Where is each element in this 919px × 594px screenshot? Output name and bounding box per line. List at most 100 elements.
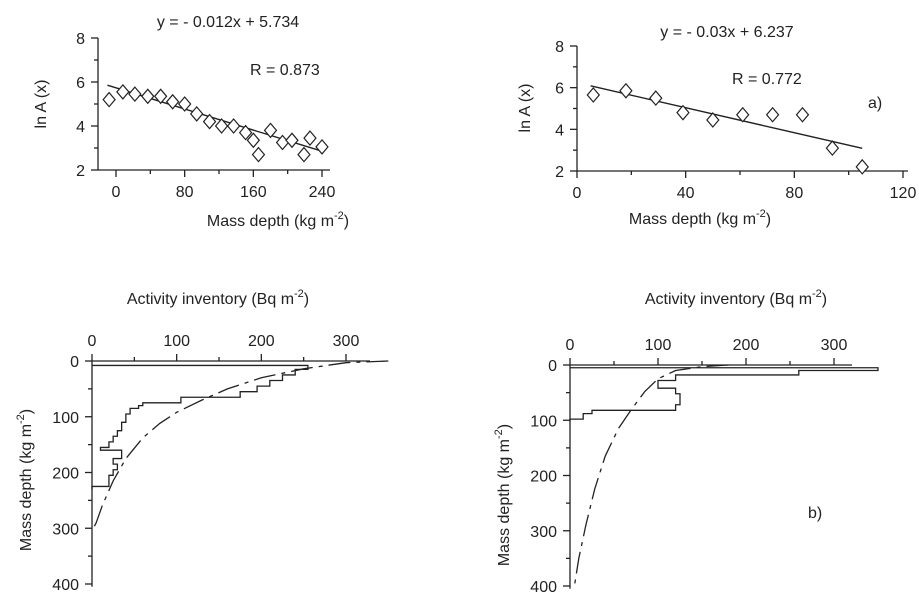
data-point-2 bbox=[649, 90, 663, 107]
y-tick-label: 200 bbox=[530, 469, 557, 486]
y-axis-title-text: Mass depth (kg m bbox=[496, 439, 513, 566]
data-point-18 bbox=[303, 130, 317, 147]
x-axis-title: Mass depth (kg m-2) bbox=[629, 208, 771, 228]
x-tick-label: 80 bbox=[176, 184, 194, 201]
y-tick-label: 6 bbox=[76, 75, 85, 92]
inventory-histogram bbox=[569, 367, 879, 422]
data-point-1 bbox=[619, 82, 633, 99]
y-tick-label: 100 bbox=[530, 413, 557, 430]
data-point-19 bbox=[315, 138, 329, 155]
data-point-5 bbox=[735, 106, 750, 123]
y-tick-label: 4 bbox=[555, 122, 564, 139]
panel-bottom-left: 0 100 200 300 0 100 200 300 400 Activity inventor… bbox=[15, 288, 389, 594]
data-point-4 bbox=[153, 88, 168, 105]
inventory-histogram bbox=[91, 364, 309, 490]
data-point-0 bbox=[102, 91, 116, 108]
y-tick-label: 300 bbox=[530, 524, 557, 541]
x-axis-title-end: ) bbox=[822, 291, 827, 308]
data-point-7 bbox=[795, 106, 810, 123]
y-tick-label: 200 bbox=[52, 466, 79, 483]
x-tick-label: 40 bbox=[677, 185, 695, 202]
data-point-8 bbox=[202, 113, 217, 130]
y-tick-label: 400 bbox=[52, 577, 79, 594]
x-tick-label: 120 bbox=[890, 185, 917, 202]
y-tick-label: 6 bbox=[555, 81, 564, 98]
panel-label: a) bbox=[868, 95, 882, 112]
x-tick-label: 200 bbox=[733, 337, 760, 354]
panel-label: b) bbox=[808, 505, 822, 522]
correlation-label: R = 0.873 bbox=[250, 62, 320, 79]
x-axis-title-text: Mass depth (kg m bbox=[629, 211, 756, 228]
data-point-13 bbox=[251, 146, 266, 163]
data-point-6 bbox=[177, 96, 192, 112]
y-tick-label: 400 bbox=[530, 579, 557, 594]
y-axis-title-end: ) bbox=[496, 424, 513, 429]
data-point-4 bbox=[706, 112, 720, 128]
x-tick-label: 200 bbox=[248, 333, 275, 350]
data-point-7 bbox=[189, 105, 204, 122]
y-tick-label: 8 bbox=[76, 31, 85, 48]
equation-label: y = - 0.012x + 5.734 bbox=[157, 14, 299, 31]
data-point-2 bbox=[128, 86, 142, 103]
x-axis-title-sup: -2 bbox=[334, 210, 344, 222]
data-point-10 bbox=[226, 118, 241, 134]
y-axis-title: ln A (x) bbox=[517, 84, 534, 133]
data-point-5 bbox=[165, 93, 180, 110]
y-axis-title-text: Mass depth (kg m bbox=[18, 424, 35, 551]
x-tick-label: 300 bbox=[821, 337, 848, 354]
data-point-11 bbox=[238, 124, 253, 141]
x-tick-label: 240 bbox=[309, 184, 336, 201]
data-point-9 bbox=[214, 118, 229, 134]
x-axis-title: Mass depth (kg m-2) bbox=[207, 210, 349, 230]
x-axis-title-text: Activity inventory (Bq m bbox=[645, 291, 812, 308]
model-curve bbox=[91, 360, 389, 532]
y-tick-label: 100 bbox=[52, 410, 79, 427]
data-point-14 bbox=[263, 122, 278, 139]
data-point-0 bbox=[586, 87, 601, 103]
x-axis-title-text: Mass depth (kg m bbox=[207, 213, 334, 230]
y-tick-label: 4 bbox=[76, 119, 85, 136]
x-tick-label: 0 bbox=[88, 333, 97, 350]
x-tick-label: 100 bbox=[163, 333, 190, 350]
y-axis-title-sup: -2 bbox=[493, 429, 505, 439]
y-axis-title-sup: -2 bbox=[15, 414, 27, 424]
x-axis-title-sup: -2 bbox=[812, 288, 822, 300]
data-point-16 bbox=[285, 132, 299, 149]
x-axis-title-end: ) bbox=[766, 211, 771, 228]
x-tick-label: 160 bbox=[240, 184, 267, 201]
x-tick-label: 100 bbox=[645, 337, 672, 354]
x-tick-label: 80 bbox=[785, 185, 803, 202]
x-axis-title-text: Activity inventory (Bq m bbox=[127, 291, 294, 308]
x-tick-label: 300 bbox=[333, 333, 360, 350]
data-point-17 bbox=[297, 146, 311, 163]
y-axis-title: ln A (x) bbox=[33, 80, 50, 129]
y-tick-label: 2 bbox=[76, 163, 85, 180]
y-tick-label: 2 bbox=[555, 164, 564, 181]
equation-label: y = - 0.03x + 6.237 bbox=[660, 24, 794, 41]
x-axis-title: Activity inventory (Bq m-2) bbox=[127, 288, 309, 308]
regression-line bbox=[590, 85, 863, 150]
x-axis-title-end: ) bbox=[344, 213, 349, 230]
x-tick-label: 0 bbox=[566, 337, 575, 354]
model-curve bbox=[573, 364, 729, 587]
y-tick-label: 0 bbox=[548, 358, 557, 375]
x-tick-label: 0 bbox=[112, 184, 121, 201]
x-axis-title-sup: -2 bbox=[294, 288, 304, 300]
y-tick-label: 8 bbox=[555, 39, 564, 56]
y-axis-title-end: ) bbox=[18, 409, 35, 414]
x-axis-title-end: ) bbox=[304, 291, 309, 308]
y-tick-label: 0 bbox=[70, 354, 79, 371]
data-point-12 bbox=[246, 132, 261, 149]
x-axis-title: Activity inventory (Bq m-2) bbox=[645, 288, 827, 308]
panel-bottom-right: 0 100 200 300 0 100 200 300 400 Activity inventor… bbox=[493, 288, 879, 594]
data-point-9 bbox=[855, 158, 869, 175]
x-axis-title-sup: -2 bbox=[756, 208, 766, 220]
y-tick-label: 300 bbox=[52, 521, 79, 538]
x-tick-label: 0 bbox=[573, 185, 582, 202]
data-point-8 bbox=[825, 140, 840, 157]
y-axis-title: Mass depth (kg m-2) bbox=[493, 424, 513, 566]
correlation-label: R = 0.772 bbox=[732, 71, 802, 88]
data-point-3 bbox=[676, 104, 690, 121]
